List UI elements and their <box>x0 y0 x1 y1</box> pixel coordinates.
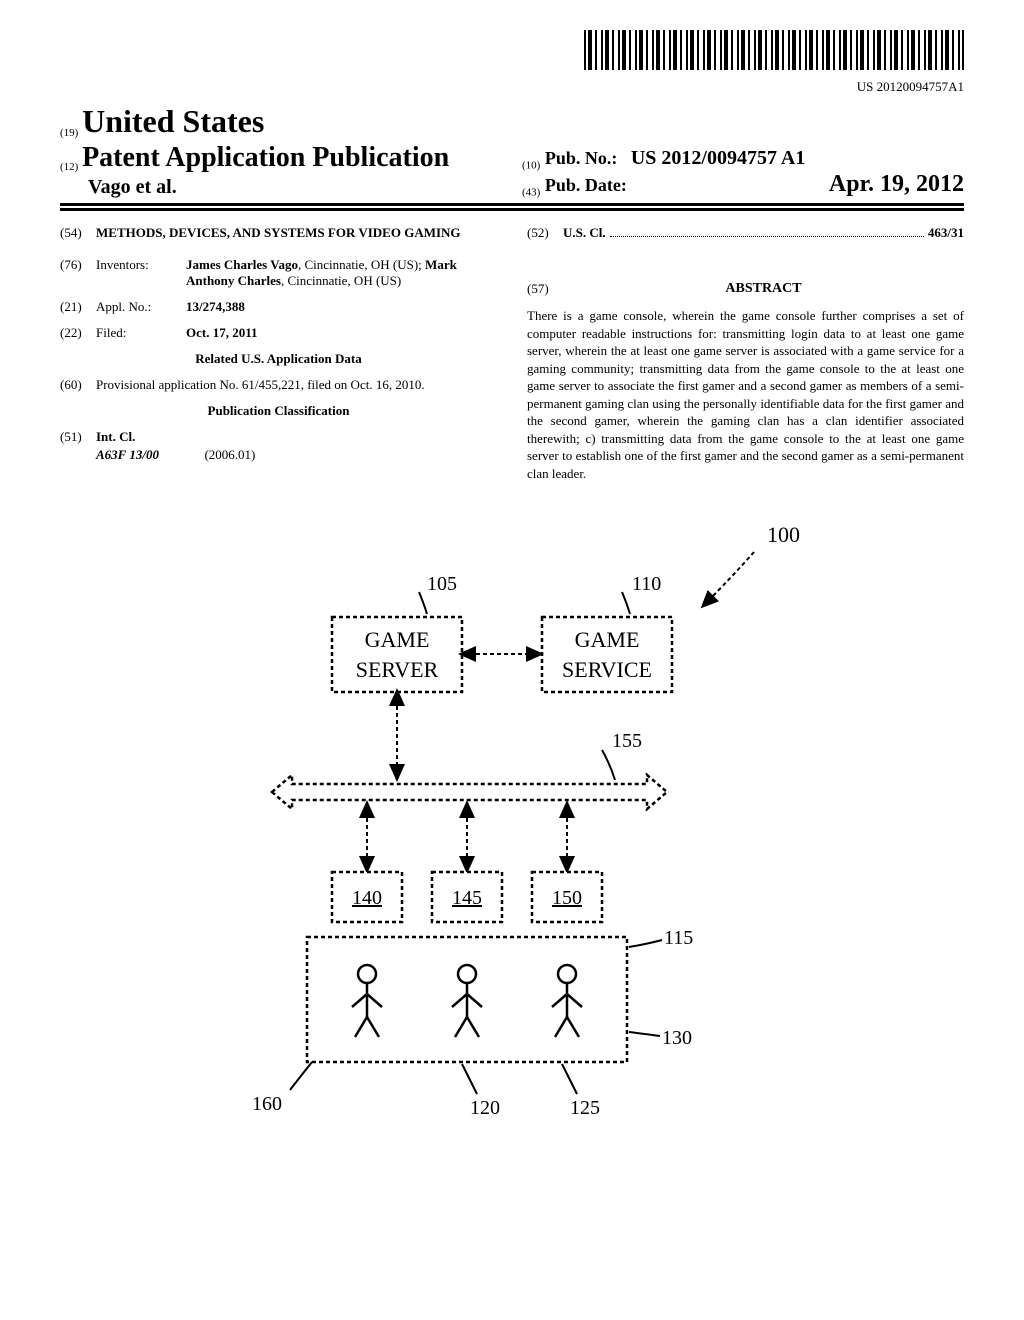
provisional-text: Provisional application No. 61/455,221, … <box>96 377 497 393</box>
barcode-region <box>60 30 964 75</box>
field-21-num: (21) <box>60 299 96 315</box>
lead-line-155 <box>602 750 615 780</box>
lead-line-115 <box>629 940 662 947</box>
inventor-1-loc: , Cincinnatie, OH (US); <box>298 257 425 272</box>
box-service-line2: SERVICE <box>562 657 652 682</box>
fig-label-100: 100 <box>767 522 800 547</box>
fig-label-140: 140 <box>352 887 382 909</box>
intcl-code: A63F 13/00 <box>96 447 159 462</box>
uscl-label: U.S. Cl. <box>563 225 606 241</box>
fig-label-130: 130 <box>662 1027 692 1049</box>
country-line: (19) United States <box>60 103 964 140</box>
pub-no-value: US 2012/0094757 A1 <box>631 147 805 169</box>
figure-area: 100 GAME SERVER 105 GAME SERVICE 110 155 <box>60 512 964 1132</box>
field-19-num: (19) <box>60 127 78 139</box>
bibliographic-columns: (54) METHODS, DEVICES, AND SYSTEMS FOR V… <box>60 225 964 482</box>
abstract-heading: ABSTRACT <box>563 281 964 297</box>
fig-label-110: 110 <box>632 573 661 595</box>
barcode-graphic <box>584 30 964 70</box>
header-row: (12) Patent Application Publication Vago… <box>60 142 964 206</box>
fig-label-150: 150 <box>552 887 582 909</box>
inventors-label: Inventors: <box>96 257 186 289</box>
dots-fill <box>610 235 924 237</box>
left-column: (54) METHODS, DEVICES, AND SYSTEMS FOR V… <box>60 225 497 482</box>
intcl-date: (2006.01) <box>204 447 255 462</box>
fig-label-160: 160 <box>252 1093 282 1115</box>
box-server-line2: SERVER <box>356 657 439 682</box>
invention-title: METHODS, DEVICES, AND SYSTEMS FOR VIDEO … <box>96 225 497 241</box>
inventor-1: James Charles Vago <box>186 257 298 272</box>
fig-label-105: 105 <box>427 573 457 595</box>
barcode-number: US 20120094757A1 <box>60 79 964 95</box>
right-column: (52) U.S. Cl. 463/31 (57) ABSTRACT There… <box>527 225 964 482</box>
inventor-2-loc: , Cincinnatie, OH (US) <box>281 273 401 288</box>
field-12-num: (12) <box>60 161 78 173</box>
fig-label-125: 125 <box>570 1097 600 1119</box>
field-57-num: (57) <box>527 281 563 307</box>
box-server-line1: GAME <box>365 627 430 652</box>
related-data-heading: Related U.S. Application Data <box>60 351 497 367</box>
fig-label-120: 120 <box>470 1097 500 1119</box>
publication-type: Patent Application Publication <box>82 142 449 173</box>
fig-label-155: 155 <box>612 730 642 752</box>
lead-line-120 <box>462 1064 477 1094</box>
field-52-num: (52) <box>527 225 563 241</box>
field-54-num: (54) <box>60 225 96 241</box>
lead-line-105 <box>419 592 427 614</box>
field-51-num: (51) <box>60 429 96 445</box>
appl-no-value: 13/274,388 <box>186 299 497 315</box>
header-left: (12) Patent Application Publication Vago… <box>60 142 502 199</box>
header-right: (10) Pub. No.: US 2012/0094757 A1 (43) P… <box>502 147 964 199</box>
patent-figure: 100 GAME SERVER 105 GAME SERVICE 110 155 <box>202 512 822 1132</box>
lead-line-100 <box>702 552 754 607</box>
field-60-num: (60) <box>60 377 96 393</box>
lead-line-125 <box>562 1064 577 1094</box>
authors: Vago et al. <box>60 176 502 199</box>
field-43-num: (43) <box>522 187 540 199</box>
appl-no-label: Appl. No.: <box>96 299 186 315</box>
fig-label-145: 145 <box>452 887 482 909</box>
pub-classification-heading: Publication Classification <box>60 403 497 419</box>
pub-date-label: Pub. Date: <box>545 175 627 195</box>
filed-label: Filed: <box>96 325 186 341</box>
lead-line-160 <box>290 1062 312 1090</box>
field-22-num: (22) <box>60 325 96 341</box>
box-service-line1: GAME <box>575 627 640 652</box>
intcl-label: Int. Cl. <box>96 429 497 445</box>
filed-value: Oct. 17, 2011 <box>186 325 497 341</box>
lead-line-130 <box>629 1032 660 1036</box>
header-block: (19) United States <box>60 103 964 140</box>
field-76-num: (76) <box>60 257 96 289</box>
inventors-value: James Charles Vago, Cincinnatie, OH (US)… <box>186 257 497 289</box>
uscl-value: 463/31 <box>928 225 964 241</box>
bus-arrow <box>272 775 667 809</box>
field-10-num: (10) <box>522 159 540 171</box>
country-name: United States <box>82 103 264 139</box>
abstract-text: There is a game console, wherein the gam… <box>527 307 964 482</box>
pub-date-value: Apr. 19, 2012 <box>829 171 964 198</box>
console-boxes: 140 145 150 <box>332 804 602 922</box>
pub-no-label: Pub. No.: <box>545 148 618 168</box>
fig-label-115: 115 <box>664 927 693 949</box>
lead-line-110 <box>622 592 630 614</box>
header-divider <box>60 208 964 211</box>
